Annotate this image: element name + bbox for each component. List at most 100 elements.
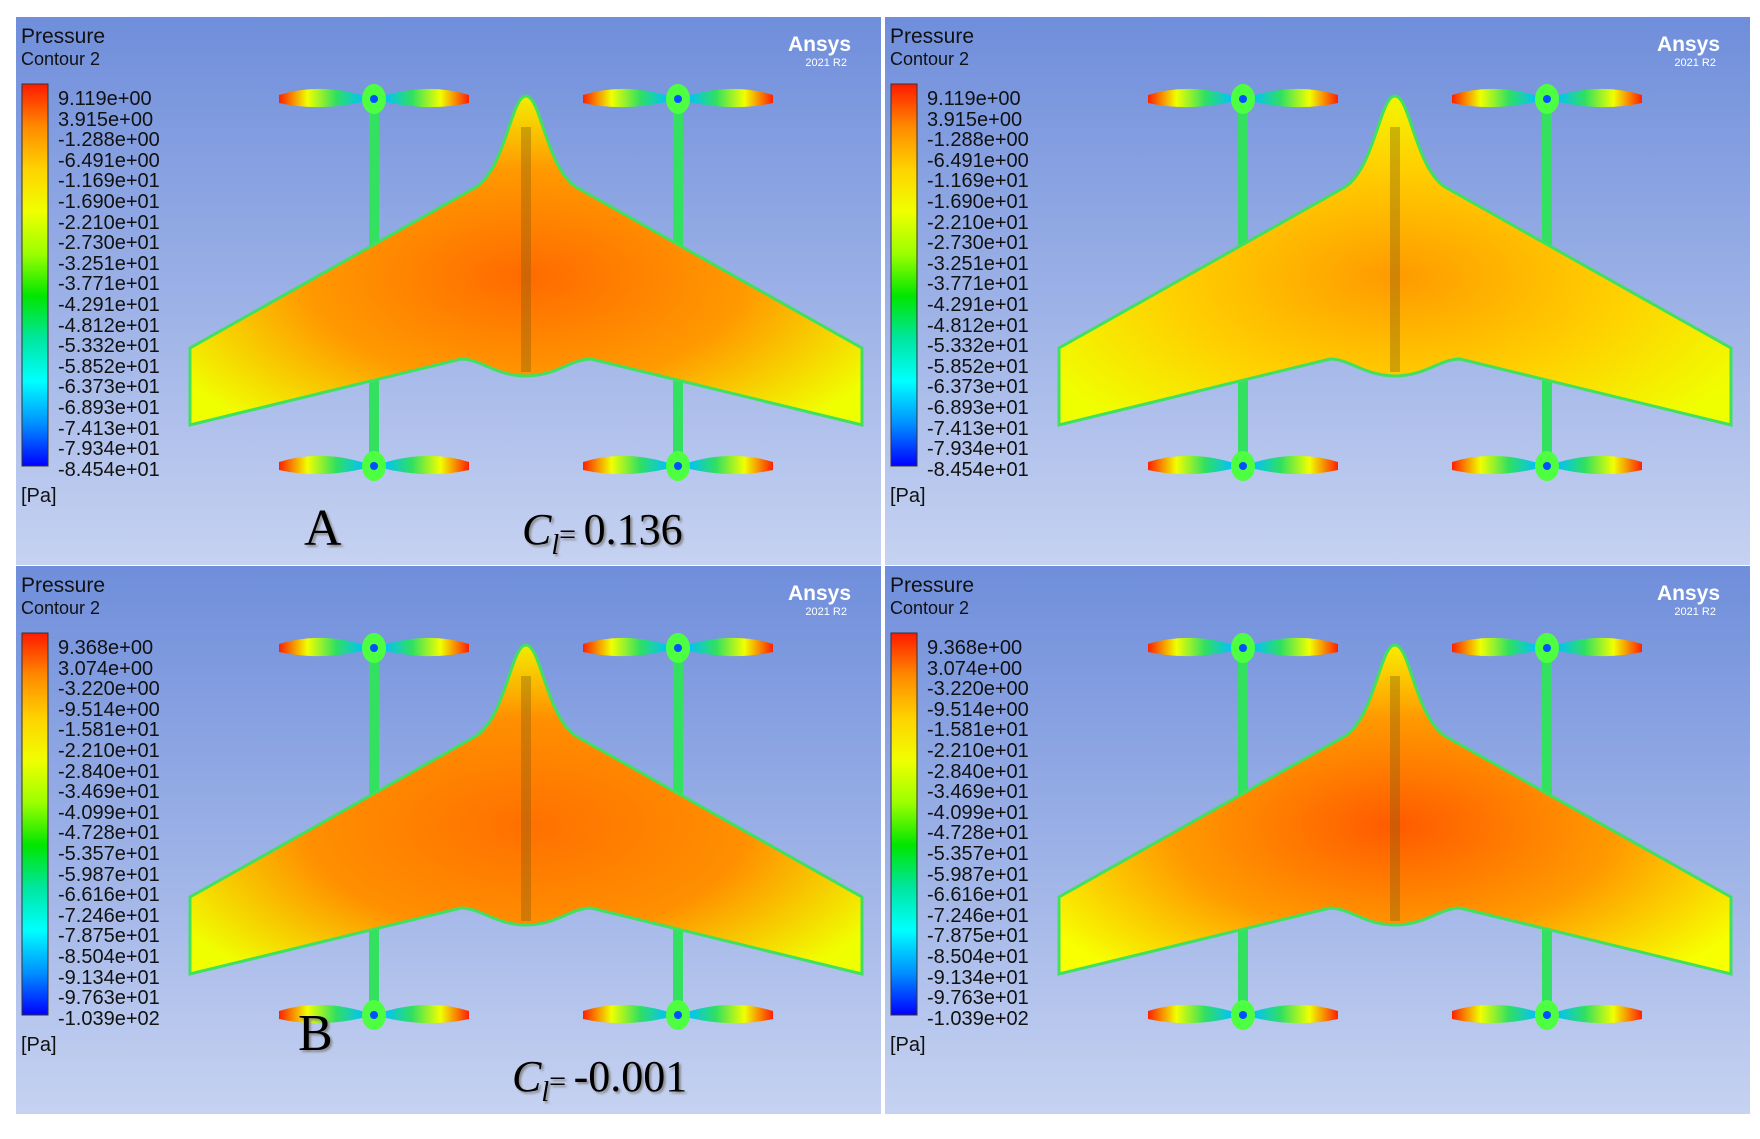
legend-value: -4.728e+01: [58, 822, 160, 845]
legend-value: -4.812e+01: [58, 314, 160, 337]
legend-value: -7.934e+01: [927, 438, 1029, 461]
legend-value: -9.514e+00: [58, 698, 160, 721]
legend-value: -1.039e+02: [58, 1007, 160, 1030]
contour-plot: [16, 17, 881, 565]
ansys-logo: Ansys: [787, 582, 851, 605]
cl-value: -0.001: [573, 1052, 688, 1101]
legend-value: -7.875e+01: [58, 925, 160, 948]
legend-unit: [Pa]: [890, 1034, 926, 1056]
contour-title: Pressure: [890, 25, 975, 48]
legend-value: -2.210e+01: [927, 740, 1029, 762]
color-bar: [21, 83, 49, 467]
legend-value: -6.893e+01: [927, 397, 1029, 419]
legend-value: -1.169e+01: [927, 170, 1029, 193]
legend-value: -1.039e+02: [927, 1007, 1029, 1030]
legend-value: -3.220e+00: [58, 678, 160, 701]
contour-plot: [885, 566, 1750, 1114]
contour-subtitle: Contour 2: [890, 598, 970, 618]
cl-subscript: l: [551, 529, 560, 561]
propeller: [279, 451, 469, 481]
propeller: [279, 84, 469, 114]
legend-value: -6.616e+01: [927, 884, 1029, 907]
contour-subtitle: Contour 2: [21, 49, 101, 69]
case-label: A: [304, 500, 342, 557]
aircraft-body: [188, 94, 864, 427]
legend-value: -2.730e+01: [58, 232, 160, 255]
panel-bottom-left: Pressure Contour 2 Ansys 2021 R2 9.368e+…: [16, 566, 881, 1114]
legend-value: -6.373e+01: [927, 376, 1029, 399]
legend-value: -1.581e+01: [927, 719, 1029, 742]
cl-symbol: C: [522, 505, 552, 554]
legend-value: -5.357e+01: [927, 843, 1029, 865]
legend-value: -4.099e+01: [927, 801, 1029, 824]
cl-equals: =: [549, 1065, 574, 1098]
contour-subtitle: Contour 2: [890, 49, 970, 69]
propeller: [1452, 84, 1642, 114]
legend-value: -5.357e+01: [58, 843, 160, 865]
legend-value: -7.246e+01: [927, 904, 1029, 927]
legend-value: -3.469e+01: [58, 781, 160, 804]
cl-value: 0.136: [583, 505, 683, 554]
legend-unit: [Pa]: [890, 485, 926, 507]
legend-value: -5.332e+01: [927, 335, 1029, 358]
lift-coefficient: Cl= 0.136: [522, 504, 683, 562]
aircraft-body: [1057, 94, 1733, 427]
legend-value: -8.504e+01: [58, 946, 160, 968]
legend-value: 3.074e+00: [58, 657, 154, 680]
contour-title: Pressure: [890, 574, 975, 597]
propeller: [1148, 84, 1338, 114]
cl-equals: =: [559, 518, 584, 551]
legend-value: -5.987e+01: [927, 863, 1029, 886]
ansys-logo: Ansys: [1656, 582, 1720, 605]
legend-value: -6.373e+01: [58, 376, 160, 399]
legend-value: -6.893e+01: [58, 397, 160, 419]
contour-subtitle: Contour 2: [21, 598, 101, 618]
legend-value: -1.288e+00: [58, 129, 160, 152]
legend-value: 3.074e+00: [927, 657, 1023, 680]
legend-value: -9.134e+01: [927, 966, 1029, 989]
legend-unit: [Pa]: [21, 1034, 57, 1056]
legend-value: -2.210e+01: [58, 740, 160, 762]
propeller: [1452, 633, 1642, 663]
legend-value: -2.730e+01: [927, 232, 1029, 255]
legend-value: -5.332e+01: [58, 335, 160, 358]
legend-value: 3.915e+00: [58, 108, 154, 131]
cl-subscript: l: [541, 1076, 550, 1108]
ansys-version: 2021 R2: [1674, 606, 1716, 618]
panel-top-right: Pressure Contour 2 Ansys 2021 R2 9.119e+…: [885, 17, 1750, 565]
ansys-version: 2021 R2: [1674, 57, 1716, 69]
legend-value: -9.134e+01: [58, 966, 160, 989]
legend-value: -1.169e+01: [58, 170, 160, 193]
legend-value: -4.812e+01: [927, 314, 1029, 337]
legend-value: 9.368e+00: [58, 637, 154, 659]
contour-plot: [16, 566, 881, 1114]
panel-bottom-right: Pressure Contour 2 Ansys 2021 R2 9.368e+…: [885, 566, 1750, 1114]
color-bar: [21, 632, 49, 1016]
legend-value: 9.119e+00: [927, 88, 1021, 110]
legend-value: -8.454e+01: [58, 458, 160, 481]
legend-value: 9.368e+00: [927, 637, 1023, 659]
propeller: [1452, 451, 1642, 481]
color-bar: [890, 632, 918, 1016]
propeller: [583, 1000, 773, 1030]
lift-coefficient: Cl= -0.001: [512, 1051, 687, 1109]
panel-top-left: Pressure Contour 2 Ansys 2021 R2 9.119e+…: [16, 17, 881, 565]
legend-value: 9.119e+00: [58, 88, 152, 110]
legend-value: -4.291e+01: [58, 294, 160, 316]
legend-value: -2.840e+01: [927, 760, 1029, 783]
legend-value: -3.220e+00: [927, 678, 1029, 701]
legend-value: -5.852e+01: [927, 355, 1029, 378]
color-bar: [890, 83, 918, 467]
legend-value: -3.771e+01: [927, 273, 1029, 296]
legend-value: -7.875e+01: [927, 925, 1029, 948]
legend-value: -1.690e+01: [58, 191, 160, 213]
legend-value: -3.251e+01: [927, 252, 1029, 275]
ansys-logo: Ansys: [787, 33, 851, 56]
legend-value: -1.690e+01: [927, 191, 1029, 213]
propeller: [1148, 1000, 1338, 1030]
legend-value: -2.210e+01: [58, 211, 160, 234]
legend-value: -6.491e+00: [927, 149, 1029, 172]
aircraft-body: [1057, 643, 1733, 976]
cl-symbol: C: [512, 1052, 542, 1101]
propeller: [583, 451, 773, 481]
